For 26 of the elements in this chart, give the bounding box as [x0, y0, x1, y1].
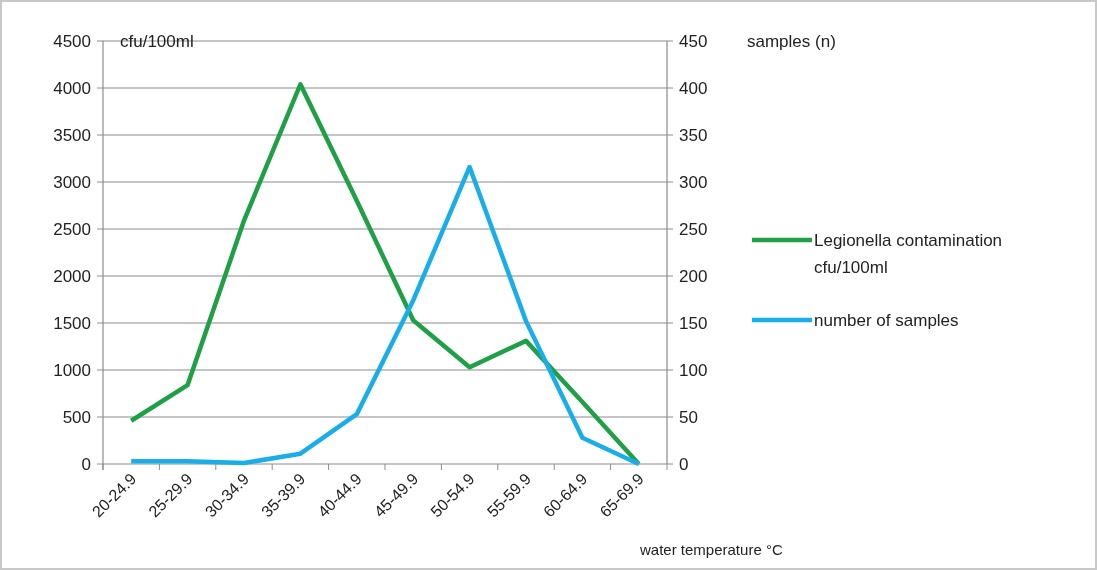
y-tick-label: 4000 [53, 79, 91, 98]
y2-tick-label: 300 [679, 173, 708, 192]
y2-tick-label: 450 [679, 32, 708, 51]
y-axis-title: cfu/100ml [120, 32, 194, 51]
y-tick-label: 2500 [53, 220, 91, 239]
y-tick-label: 2000 [53, 267, 91, 286]
y-tick-label: 3500 [53, 126, 91, 145]
y2-tick-label: 50 [679, 408, 698, 427]
x-axis-title: water temperature °C [639, 541, 783, 558]
line-series [128, 164, 642, 467]
y2-axis-title: samples (n) [747, 32, 836, 51]
y2-tick-label: 350 [679, 126, 708, 145]
legend-label: number of samples [814, 311, 959, 330]
y2-tick-label: 100 [679, 361, 708, 380]
y2-tick-label: 200 [679, 267, 708, 286]
y-tick-label: 4500 [53, 32, 91, 51]
y-tick-label: 500 [62, 408, 91, 427]
y-tick-label: 1500 [53, 314, 91, 333]
y2-tick-label: 0 [679, 455, 689, 474]
y-tick-label: 1000 [53, 361, 91, 380]
y2-tick-label: 150 [679, 314, 708, 333]
y2-tick-label: 400 [679, 79, 708, 98]
y-tick-label: 0 [81, 455, 91, 474]
legend-label: Legionella contamination cfu/100ml [814, 231, 1003, 277]
y2-tick-label: 250 [679, 220, 708, 239]
y-tick-label: 3000 [53, 173, 91, 192]
